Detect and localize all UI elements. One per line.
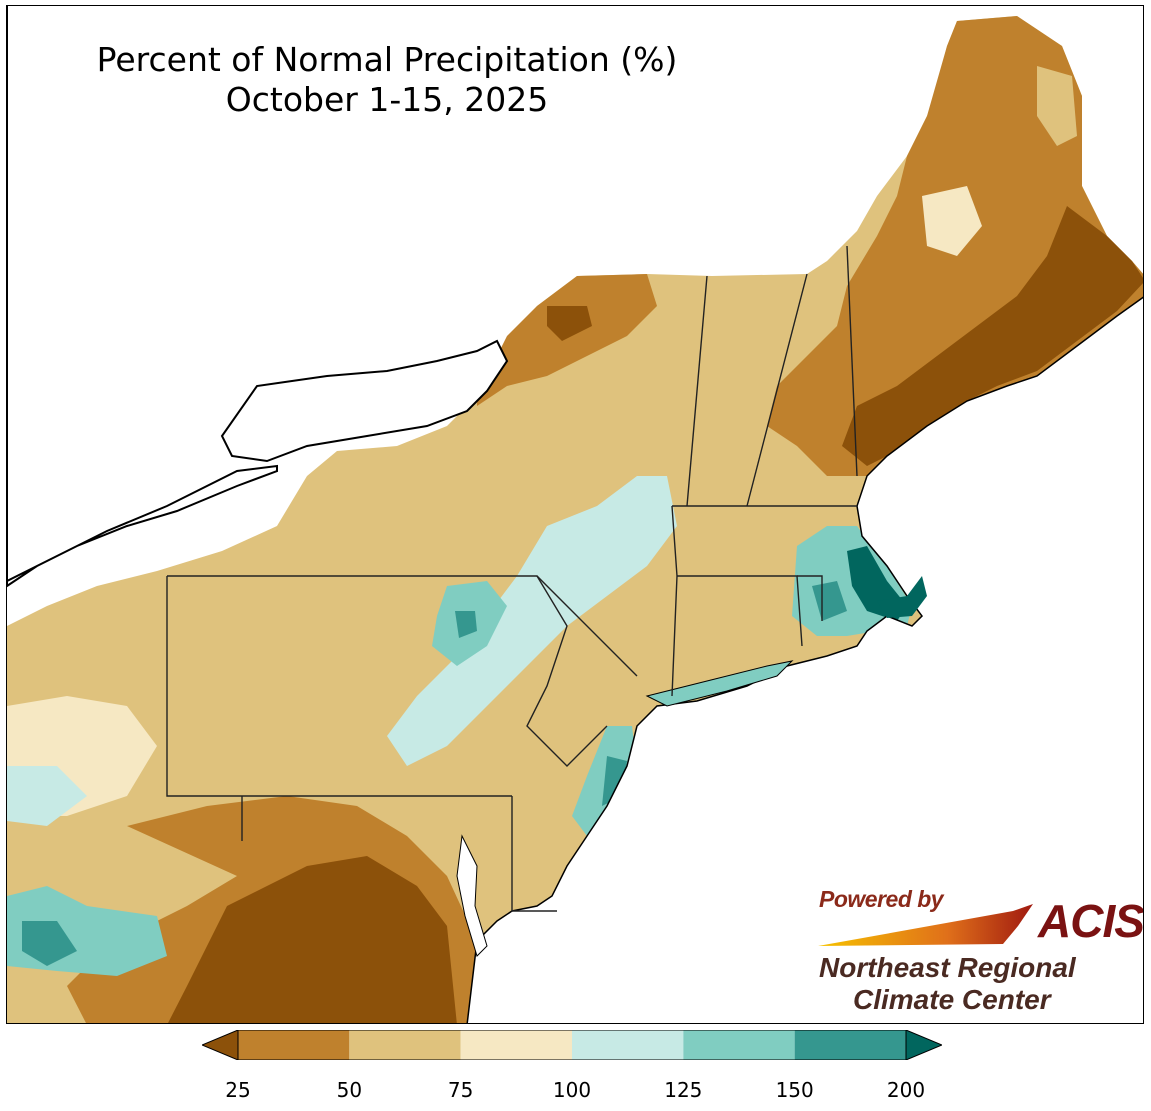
precipitation-map [7,6,1143,1023]
legend-tick-label: 200 [886,1078,926,1102]
map-title: Percent of Normal Precipitation (%) Octo… [37,40,737,120]
map-frame: Percent of Normal Precipitation (%) Octo… [6,5,1144,1024]
legend-tick-label: 150 [775,1078,814,1102]
legend-bin-100-125 [572,1030,684,1060]
legend-tick-label: 50 [336,1078,363,1102]
legend-bin-25-50 [238,1030,350,1060]
acis-logo: Powered by ACIS Northeast Regional Clima… [813,886,1143,1021]
region-below-25-ny-north [547,306,592,341]
chesapeake-bay [456,834,488,957]
legend-tick-label: 75 [447,1078,474,1102]
atlantic-ocean [466,296,1143,1023]
legend-bin-above-200 [905,1030,942,1060]
state-borders [166,245,858,912]
legend-bin-50-75 [349,1030,461,1060]
legend-colorbar [202,1030,942,1060]
org-name-line-1: Northeast Regional [819,952,1076,983]
region-150-200-west [22,921,77,966]
legend-tick-label: 25 [225,1078,251,1102]
powered-by-text: Powered by [819,886,944,912]
title-line-2: October 1-15, 2025 [225,80,549,119]
region-150-200-pa [455,611,477,638]
legend-bin-125-150 [683,1030,795,1060]
lake-ontario [220,339,509,463]
legend-tick-label: 100 [552,1078,592,1102]
legend-bin-75-100 [460,1030,572,1060]
region-below-25-maine-coast [842,206,1143,466]
region-75-100-maine-inland [922,186,982,256]
acis-swoosh-icon [818,904,1033,946]
legend-tick-label: 125 [664,1078,703,1102]
cape-cod [877,576,927,618]
region-50-75-maine-north [1037,66,1077,146]
region-100-125-west [7,766,87,826]
legend-bin-150-200 [794,1030,906,1060]
region-150-200-mass [812,581,847,621]
legend-bin-below-25 [202,1030,239,1060]
legend-outline [237,1030,907,1060]
org-name-line-2: Climate Center [853,984,1051,1015]
lake-erie [7,6,278,588]
region-below-25-virginia [168,856,457,1023]
region-below-50-ny-north [477,274,657,406]
long-island [645,660,794,707]
region-100-125-ny-pa [387,476,677,766]
acis-text: ACIS [1038,895,1144,947]
title-line-1: Percent of Normal Precipitation (%) [96,40,678,79]
